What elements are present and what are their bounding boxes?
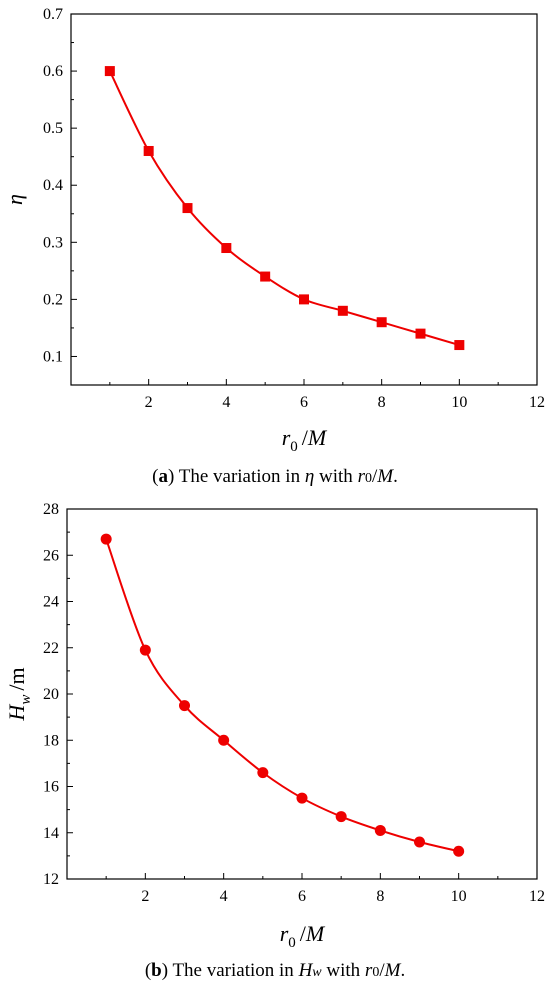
chart-a-caption: (a) The variation in η with r0/M.	[152, 466, 398, 487]
chart-b-caption: (b) The variation in Hw with r0/M.	[144, 960, 406, 981]
chart-a-x-tick-label: 10	[451, 394, 467, 411]
chart-a-series-line	[108, 70, 460, 347]
chart-a-y-axis-label: η	[2, 194, 27, 205]
chart-b-series-line	[105, 538, 459, 853]
chart-a-data-point	[454, 340, 465, 351]
chart-a-data-point	[221, 243, 232, 254]
chart-b-plot-frame	[66, 508, 538, 880]
chart-a-y-tick-label: 0.2	[43, 291, 63, 308]
chart-b-x-axis-label: r0/M	[280, 921, 326, 951]
chart-b-data-point	[218, 734, 230, 746]
chart-a-x-tick-label: 6	[300, 394, 308, 411]
chart-b-y-tick-label: 12	[43, 871, 59, 888]
chart-a-plot-frame	[70, 13, 538, 386]
chart-a-x-tick-label: 12	[529, 394, 545, 411]
chart-a-x-tick-label: 8	[378, 394, 386, 411]
chart-panel-b: 2 4 6 8 10 12 12 14 16 18 20 22 24 26 28 r0/M Hw/m (b) T…	[0, 496, 550, 993]
chart-b-x-tick-label: 4	[220, 888, 228, 905]
chart-a-y-tick-label: 0.7	[43, 6, 63, 23]
chart-b-data-point	[453, 845, 465, 857]
chart-a-data-point	[260, 271, 271, 282]
chart-b-y-tick-label: 18	[43, 732, 59, 749]
chart-b-data-point	[414, 836, 425, 848]
chart-b-y-tick-label: 26	[43, 547, 59, 564]
chart-b-x-tick-label: 8	[376, 888, 384, 905]
chart-b-data-point	[374, 824, 386, 836]
chart-a-data-point	[299, 294, 309, 305]
chart-b-y-tick-label: 24	[43, 594, 59, 611]
chart-a-x-tick-label: 4	[222, 394, 230, 411]
chart-b-y-tick-label: 16	[43, 779, 59, 796]
chart-b-y-tick-label: 22	[43, 640, 59, 657]
chart-b-x-tick-label: 2	[141, 888, 149, 905]
chart-a-y-tick-label: 0.6	[43, 63, 63, 80]
chart-a-y-tick-label: 0.5	[43, 120, 63, 137]
chart-b-data-point	[335, 811, 347, 823]
chart-a-data-point	[337, 305, 348, 316]
chart-a-plot: 2 4 6 8 10 12 0.1 0.2 0.3 0.4 0.5 0.6 0.7 r0/M η	[2, 6, 545, 455]
chart-b-y-tick-label: 28	[43, 501, 59, 518]
chart-a-data-point	[415, 328, 426, 339]
chart-a-x-axis-label: r0/M	[282, 425, 328, 455]
chart-b-x-tick-label: 10	[451, 888, 467, 905]
chart-b-data-point	[139, 644, 151, 656]
chart-a-y-tick-label: 0.3	[43, 234, 63, 251]
chart-b-y-tick-label: 20	[43, 686, 59, 703]
chart-a-y-tick-label: 0.4	[43, 177, 63, 194]
chart-b-data-point	[100, 533, 112, 545]
chart-a-data-point	[104, 66, 115, 77]
chart-b-data-point	[257, 767, 269, 779]
chart-a-data-point	[376, 317, 387, 328]
chart-a-x-tick-label: 2	[145, 394, 153, 411]
chart-a-data-point	[182, 203, 193, 214]
chart-b-data-point	[296, 792, 308, 804]
chart-b-y-axis-label: Hw/m	[4, 667, 34, 721]
chart-a-data-point	[143, 145, 154, 156]
chart-panel-a: 2 4 6 8 10 12 0.1 0.2 0.3 0.4 0.5 0.6 0.7 r0/M η (a) T…	[0, 0, 550, 496]
chart-a-y-tick-label: 0.1	[43, 348, 63, 365]
chart-b-data-point	[179, 700, 190, 712]
chart-b-x-tick-label: 12	[529, 888, 545, 905]
chart-b-x-tick-label: 6	[298, 888, 306, 905]
chart-b-y-tick-label: 14	[43, 825, 59, 842]
